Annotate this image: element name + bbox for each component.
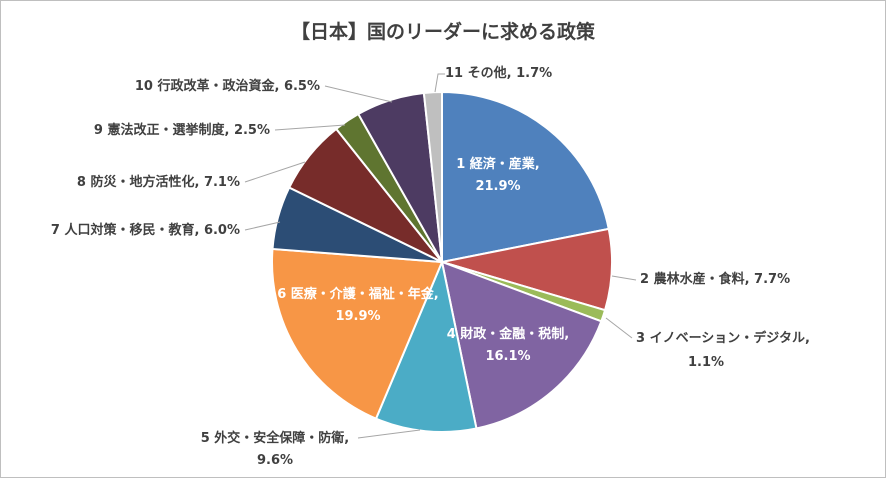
pie-slice xyxy=(271,247,444,420)
pie-slice xyxy=(422,90,443,263)
pie-slice xyxy=(440,260,603,430)
leader-line xyxy=(274,124,346,131)
chart-title: 【日本】国のリーダーに求める政策 xyxy=(290,21,595,43)
pie-slice xyxy=(374,258,478,433)
data-label: 6 医療・介護・福祉・年金, 19.9% xyxy=(277,286,439,324)
leader-line xyxy=(605,317,633,339)
leader-line xyxy=(611,275,637,281)
data-label: 1 経済・産業, 21.9% xyxy=(456,156,540,194)
leader-line xyxy=(244,161,306,183)
data-label: 4 財政・金融・税制, 16.1% xyxy=(447,326,570,364)
data-label: 9 憲法改正・選挙制度, 2.5% xyxy=(94,122,270,138)
pie-slice xyxy=(441,90,610,264)
data-label: 10 行政改革・政治資金, 6.5% xyxy=(135,78,320,94)
data-label: 5 外交・安全保障・防衛, 9.6% xyxy=(201,430,350,468)
data-label: 11 その他, 1.7% xyxy=(445,65,552,81)
leader-line xyxy=(357,429,421,439)
data-label: 2 農林水産・食料, 7.7% xyxy=(640,271,790,287)
leader-line xyxy=(244,221,281,231)
data-label: 7 人口対策・移民・教育, 6.0% xyxy=(51,222,240,238)
data-label: 3 イノベーション・デジタル, 1.1% xyxy=(636,330,810,370)
leader-line xyxy=(324,85,393,103)
leader-line xyxy=(434,73,445,93)
data-label: 8 防災・地方活性化, 7.1% xyxy=(77,174,240,190)
